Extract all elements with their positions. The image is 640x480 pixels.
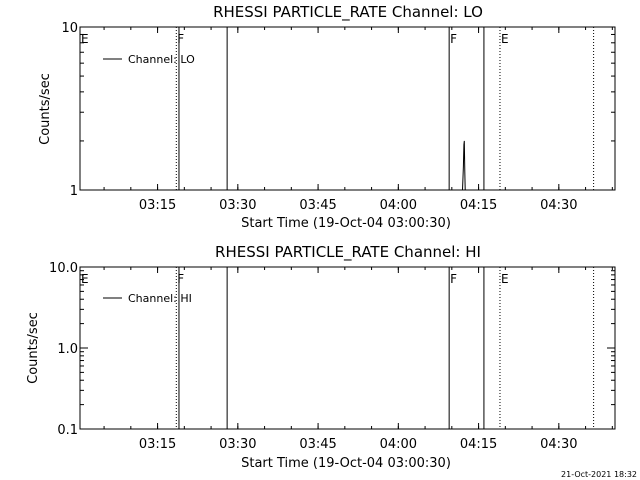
x-tick-label: 03:45 [299,198,336,213]
x-tick-label: 04:30 [540,437,577,452]
x-tick-label: 04:15 [460,437,497,452]
x-tick-label: 03:15 [139,198,176,213]
x-tick-label: 03:45 [299,437,336,452]
x-tick-label: 04:15 [460,198,497,213]
y-tick-label: 1 [70,184,78,199]
x-tick-label: 04:00 [380,198,417,213]
chart-title: RHESSI PARTICLE_RATE Channel: LO [213,3,483,22]
series-line [462,140,466,191]
x-tick-label: 04:30 [540,198,577,213]
panel-hi: RHESSI PARTICLE_RATE Channel: HI Counts/… [26,243,616,471]
event-marker-label: E [81,272,89,286]
y-tick-label: 10 [61,21,78,36]
x-tick-label: 04:00 [380,437,417,452]
event-marker-label: E [81,32,89,46]
y-tick-label: 0.1 [57,423,78,438]
event-marker-label: F [450,32,457,46]
x-tick-label: 03:30 [219,198,256,213]
x-axis-label: Start Time (19-Oct-04 03:00:30) [241,216,451,231]
legend: Channel: HI [103,292,192,305]
y-axis-label: Counts/sec [26,312,41,384]
y-tick-label: 10.0 [49,261,78,276]
event-marker-label: F [177,32,184,46]
legend-label: Channel: LO [128,53,195,66]
x-tick-label: 03:15 [139,437,176,452]
y-axis-label: Counts/sec [38,73,53,145]
x-axis-label: Start Time (19-Oct-04 03:00:30) [241,456,451,471]
event-marker-label: E [501,32,509,46]
event-marker-label: E [501,272,509,286]
chart-title: RHESSI PARTICLE_RATE Channel: HI [215,243,481,262]
event-marker-label: F [177,272,184,286]
panel-lo: RHESSI PARTICLE_RATE Channel: LO Counts/… [38,3,616,231]
legend: Channel: LO [103,53,195,66]
footer-stamp: 21-Oct-2021 18:32 [561,470,637,479]
x-tick-label: 03:30 [219,437,256,452]
legend-label: Channel: HI [128,292,192,305]
event-marker-label: F [450,272,457,286]
y-tick-label: 1.0 [57,342,78,357]
